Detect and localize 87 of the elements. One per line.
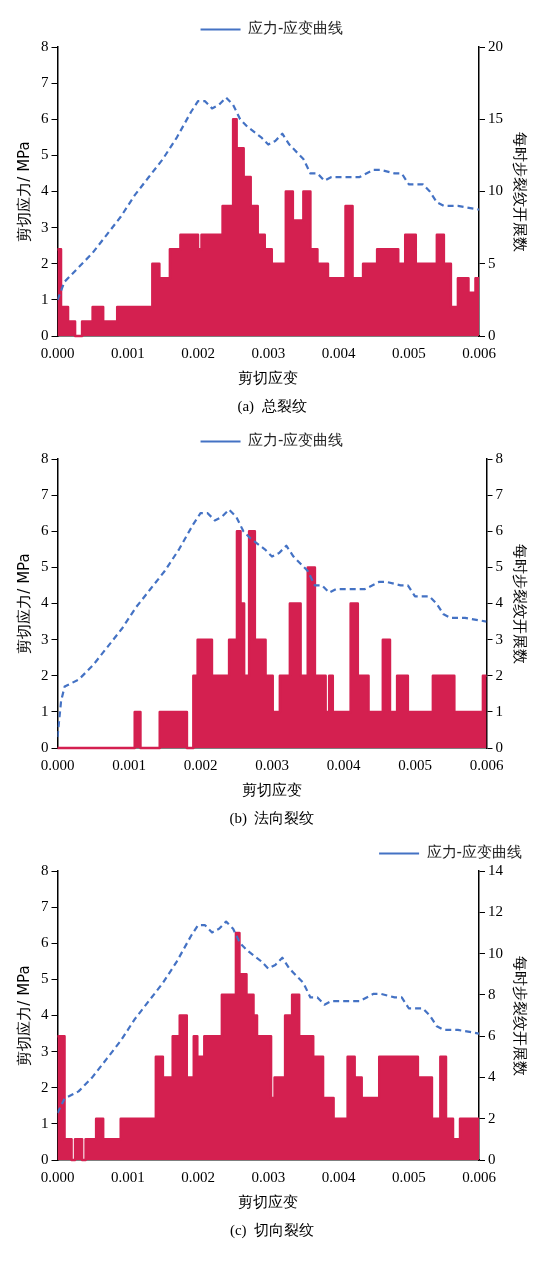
x-tick-label: 0.000 (40, 344, 75, 361)
y2-tick-label: 6 (495, 522, 504, 539)
legend-label: 应力-应变曲线 (248, 431, 344, 450)
x-tick-label: 0.001 (112, 756, 146, 773)
y2-tick-label: 10 (488, 944, 503, 961)
y2-tick-label: 0 (495, 738, 503, 755)
y-tick-label: 7 (41, 74, 49, 91)
x-tick-label: 0.004 (321, 1168, 356, 1185)
text: (a) 总裂纹 (237, 397, 307, 415)
x-tick-label: 0.002 (183, 756, 218, 773)
x-tick-label: 0.001 (110, 1168, 145, 1185)
y-axis-title: 剪切应力/ MPa (14, 553, 33, 654)
x-tick-label: 0.000 (40, 1168, 75, 1185)
y2-tick-label: 8 (495, 449, 503, 466)
x-tick-label: 0.006 (462, 344, 497, 361)
y2-tick-label: 2 (488, 1109, 496, 1126)
x-axis-title: 剪切应变 (238, 1192, 299, 1211)
y2-tick-label: 20 (488, 37, 503, 54)
y-tick-label: 8 (41, 861, 49, 878)
y2-tick-label: 7 (495, 486, 504, 503)
y2-tick-label: 2 (495, 666, 503, 683)
y-tick-label: 3 (41, 218, 49, 235)
y-tick-label: 6 (41, 110, 49, 127)
y-axis-title: 剪切应力/ MPa (14, 141, 33, 242)
y-tick-label: 3 (41, 630, 49, 647)
y-tick-label: 2 (41, 666, 49, 683)
y-tick-label: 5 (41, 146, 49, 163)
y-tick-label: 2 (41, 254, 49, 271)
y-axis-title: 剪切应力/ MPa (14, 965, 33, 1066)
line-series (57, 920, 479, 1115)
y2-axis-title: 每时步裂纹开展数 (511, 131, 530, 252)
y-tick-label: 2 (41, 1078, 49, 1095)
text: (c) 切向裂纹 (229, 1221, 315, 1239)
y2-tick-label: 10 (488, 182, 503, 199)
x-tick-label: 0.004 (321, 344, 356, 361)
x-axis-title: 剪切应变 (238, 368, 299, 387)
y-tick-label: 7 (41, 898, 49, 915)
y-tick-label: 0 (41, 738, 49, 755)
y2-tick-label: 4 (495, 594, 504, 611)
y2-tick-label: 15 (488, 110, 503, 127)
x-tick-label: 0.001 (110, 344, 145, 361)
y-tick-label: 0 (41, 326, 49, 343)
y2-tick-label: 5 (495, 558, 503, 575)
y-tick-label: 4 (41, 594, 49, 611)
y-tick-label: 8 (41, 37, 49, 54)
y-tick-label: 6 (41, 522, 49, 539)
y2-axis-title: 每时步裂纹开展数 (511, 543, 530, 664)
x-tick-label: 0.006 (462, 1168, 497, 1185)
line-series (57, 96, 479, 301)
x-tick-label: 0.003 (251, 1168, 286, 1185)
x-tick-label: 0.002 (181, 1168, 215, 1185)
y2-tick-label: 0 (488, 326, 496, 343)
x-tick-label: 0.000 (40, 756, 75, 773)
y-tick-label: 5 (41, 970, 49, 987)
y2-tick-label: 6 (488, 1027, 496, 1044)
y-tick-label: 4 (41, 182, 49, 199)
x-tick-label: 0.004 (326, 756, 361, 773)
legend-label: 应力-应变曲线 (248, 19, 344, 38)
x-tick-label: 0.005 (391, 344, 426, 361)
y-tick-label: 1 (41, 1114, 49, 1131)
x-tick-label: 0.005 (398, 756, 432, 773)
x-tick-label: 0.005 (391, 1168, 426, 1185)
x-tick-label: 0.003 (251, 344, 286, 361)
legend-label: 应力-应变曲线 (426, 843, 523, 862)
y2-tick-label: 14 (488, 861, 504, 878)
y-tick-label: 5 (41, 558, 49, 575)
x-tick-label: 0.002 (181, 344, 215, 361)
y2-tick-label: 4 (488, 1068, 496, 1085)
y2-tick-label: 8 (488, 985, 496, 1002)
y-tick-label: 3 (41, 1042, 49, 1059)
y-tick-label: 8 (41, 449, 49, 466)
y-tick-label: 7 (41, 486, 49, 503)
y2-tick-label: 3 (495, 630, 503, 647)
x-tick-label: 0.003 (255, 756, 289, 773)
y2-tick-label: 12 (488, 903, 503, 920)
y-tick-label: 1 (41, 702, 49, 719)
y2-tick-label: 5 (488, 254, 496, 271)
text: (b) 法向裂纹 (229, 809, 315, 827)
y-tick-label: 1 (41, 290, 49, 307)
y2-axis-title: 每时步裂纹开展数 (511, 955, 530, 1076)
x-tick-label: 0.006 (469, 756, 504, 773)
y-tick-label: 4 (41, 1006, 49, 1023)
x-axis-title: 剪切应变 (242, 780, 302, 799)
y2-tick-label: 1 (495, 702, 503, 719)
y-tick-label: 0 (41, 1150, 49, 1167)
y2-tick-label: 0 (488, 1150, 496, 1167)
y-tick-label: 6 (41, 934, 49, 951)
